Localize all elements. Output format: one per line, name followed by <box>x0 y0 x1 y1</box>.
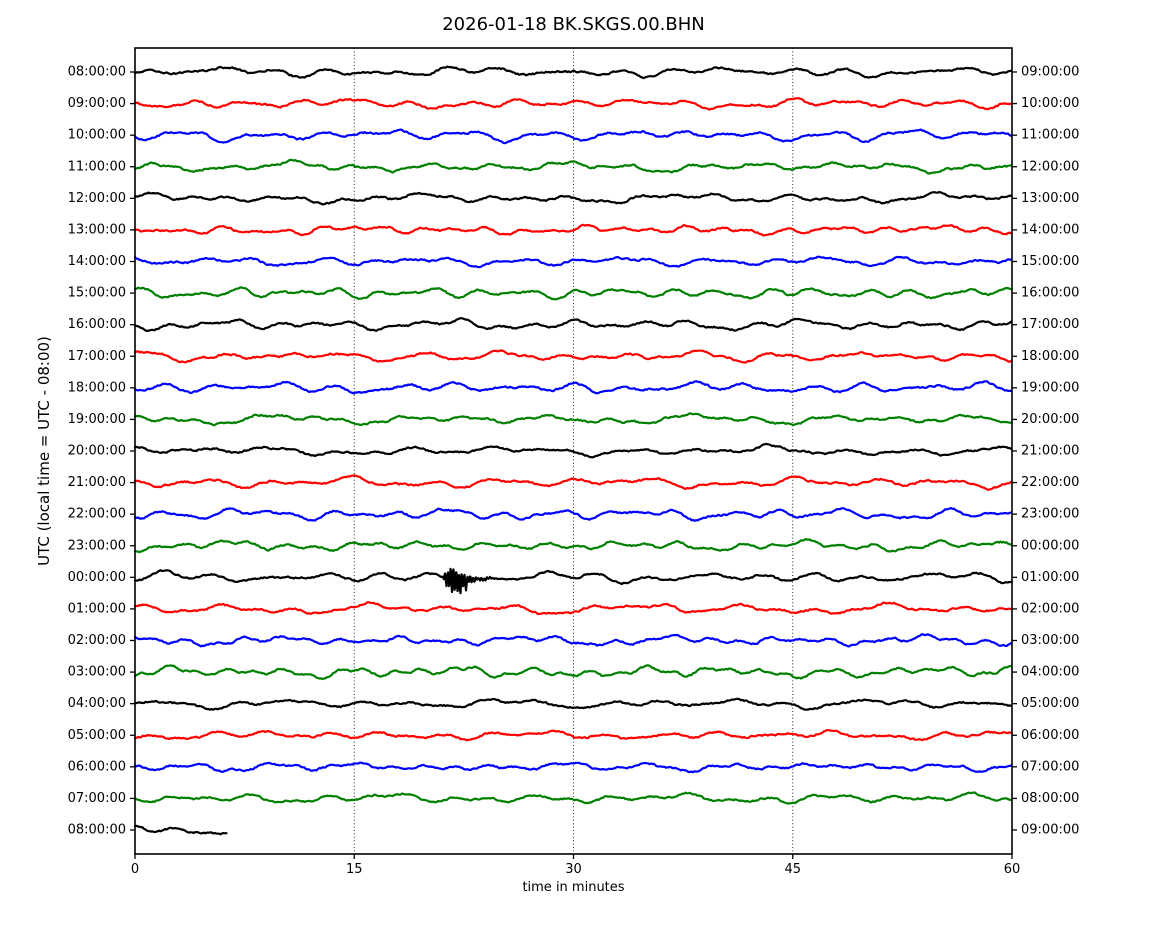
left-time-label: 20:00:00 <box>68 444 126 459</box>
trace-row-8 <box>133 317 1013 332</box>
x-tick-label: 0 <box>131 862 139 877</box>
left-time-label: 10:00:00 <box>68 128 126 143</box>
right-time-label: 02:00:00 <box>1021 601 1079 616</box>
left-time-label: 19:00:00 <box>68 412 126 427</box>
left-time-label: 03:00:00 <box>68 665 126 680</box>
trace-row-7 <box>133 286 1013 301</box>
right-time-label: 03:00:00 <box>1021 633 1079 648</box>
left-time-label: 05:00:00 <box>68 728 126 743</box>
chart-title: 2026-01-18 BK.SKGS.00.BHN <box>442 14 705 35</box>
right-time-label: 22:00:00 <box>1021 475 1079 490</box>
trace-row-18 <box>133 633 1013 648</box>
trace-row-3 <box>133 158 1013 175</box>
left-time-label: 14:00:00 <box>68 254 126 269</box>
trace-row-20 <box>133 697 1013 711</box>
right-time-label: 15:00:00 <box>1021 254 1079 269</box>
right-time-label: 09:00:00 <box>1021 65 1079 80</box>
right-time-label: 05:00:00 <box>1021 696 1079 711</box>
trace-row-19 <box>133 664 1013 681</box>
x-tick-label: 15 <box>346 862 363 877</box>
right-time-label: 11:00:00 <box>1021 128 1079 143</box>
left-time-label: 21:00:00 <box>68 475 126 490</box>
right-time-label: 19:00:00 <box>1021 380 1079 395</box>
trace-row-23 <box>133 791 1013 805</box>
left-time-label: 08:00:00 <box>68 823 126 838</box>
x-axis-label: time in minutes <box>522 880 625 895</box>
left-time-label: 16:00:00 <box>68 317 126 332</box>
right-time-label: 07:00:00 <box>1021 759 1079 774</box>
x-tick-label: 30 <box>565 862 582 877</box>
left-time-label: 22:00:00 <box>68 507 126 522</box>
trace-row-13 <box>133 474 1013 491</box>
trace-row-17 <box>133 601 1013 616</box>
right-time-label: 14:00:00 <box>1021 222 1079 237</box>
trace-row-6 <box>133 255 1013 269</box>
trace-row-1 <box>133 97 1013 111</box>
trace-row-22 <box>133 761 1013 774</box>
right-time-label: 06:00:00 <box>1021 728 1079 743</box>
left-time-label: 01:00:00 <box>68 601 126 616</box>
right-time-label: 23:00:00 <box>1021 507 1079 522</box>
right-time-label: 01:00:00 <box>1021 570 1079 585</box>
trace-row-0 <box>133 65 1013 80</box>
right-time-label: 18:00:00 <box>1021 349 1079 364</box>
right-time-label: 16:00:00 <box>1021 286 1079 301</box>
left-time-label: 07:00:00 <box>68 791 126 806</box>
right-time-label: 00:00:00 <box>1021 538 1079 553</box>
trace-row-11 <box>133 412 1013 427</box>
left-time-label: 18:00:00 <box>68 380 126 395</box>
left-time-label: 23:00:00 <box>68 538 126 553</box>
trace-row-5 <box>133 223 1013 237</box>
right-time-label: 10:00:00 <box>1021 96 1079 111</box>
right-time-label: 17:00:00 <box>1021 317 1079 332</box>
right-time-label: 20:00:00 <box>1021 412 1079 427</box>
left-time-label: 00:00:00 <box>68 570 126 585</box>
left-time-label: 12:00:00 <box>68 191 126 206</box>
left-time-label: 17:00:00 <box>68 349 126 364</box>
right-time-label: 08:00:00 <box>1021 791 1079 806</box>
x-tick-label: 45 <box>784 862 801 877</box>
trace-row-2 <box>133 128 1013 145</box>
trace-row-21 <box>133 729 1013 742</box>
trace-row-24 <box>133 824 228 836</box>
trace-row-9 <box>133 349 1013 364</box>
left-time-label: 08:00:00 <box>68 65 126 80</box>
right-time-label: 13:00:00 <box>1021 191 1079 206</box>
left-time-label: 06:00:00 <box>68 759 126 774</box>
trace-row-15 <box>133 537 1013 554</box>
right-time-label: 12:00:00 <box>1021 159 1079 174</box>
left-time-label: 02:00:00 <box>68 633 126 648</box>
trace-row-10 <box>133 380 1013 395</box>
trace-row-16-event <box>133 567 1014 595</box>
trace-row-4 <box>133 191 1013 206</box>
left-time-label: 04:00:00 <box>68 696 126 711</box>
right-time-label: 09:00:00 <box>1021 823 1079 838</box>
right-time-label: 04:00:00 <box>1021 665 1079 680</box>
trace-row-12 <box>133 442 1013 459</box>
right-time-label: 21:00:00 <box>1021 444 1079 459</box>
trace-row-14 <box>133 506 1013 522</box>
left-time-label: 09:00:00 <box>68 96 126 111</box>
left-time-label: 15:00:00 <box>68 286 126 301</box>
x-tick-label: 60 <box>1004 862 1021 877</box>
left-time-label: 13:00:00 <box>68 222 126 237</box>
left-time-label: 11:00:00 <box>68 159 126 174</box>
